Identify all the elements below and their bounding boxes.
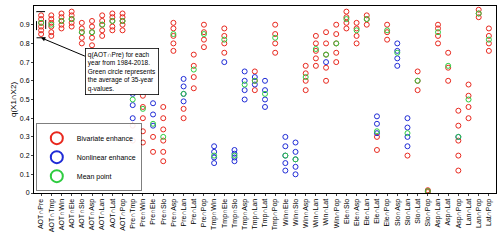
svg-text:Pre∩Ele: Pre∩Ele	[149, 199, 156, 225]
svg-text:0.4: 0.4	[20, 115, 30, 122]
svg-text:Lat∩Pop: Lat∩Pop	[485, 199, 493, 226]
svg-text:AOT∩Lan: AOT∩Lan	[98, 199, 105, 230]
svg-text:Win∩Lat: Win∩Lat	[322, 199, 329, 226]
svg-text:Pre∩Lan: Pre∩Lan	[180, 199, 187, 227]
svg-text:Tmp∩Asp: Tmp∩Asp	[241, 199, 249, 230]
svg-text:0.3: 0.3	[20, 133, 30, 140]
svg-text:Pre∩Pop: Pre∩Pop	[200, 199, 208, 227]
svg-text:AOT∩Slo: AOT∩Slo	[78, 199, 85, 229]
svg-text:Tmp∩Lat: Tmp∩Lat	[261, 199, 269, 228]
svg-text:Ele∩Lan: Ele∩Lan	[363, 199, 370, 226]
svg-text:Asp∩Lan: Asp∩Lan	[434, 199, 442, 228]
svg-text:Ele∩Pop: Ele∩Pop	[383, 199, 391, 227]
svg-text:Ele∩Slo: Ele∩Slo	[343, 199, 350, 224]
svg-text:0.1: 0.1	[20, 171, 30, 178]
svg-text:0.5: 0.5	[20, 96, 30, 103]
svg-text:0: 0	[26, 189, 30, 196]
svg-text:Slo∩Pop: Slo∩Pop	[424, 199, 432, 227]
svg-text:q(AOT∩Pre) for eachyear from 1: q(AOT∩Pre) for eachyear from 1984-2018.G…	[88, 51, 156, 93]
svg-text:q(X1∩X2): q(X1∩X2)	[9, 82, 18, 117]
svg-text:AOT∩Win: AOT∩Win	[58, 199, 65, 231]
svg-text:Lan∩Pop: Lan∩Pop	[475, 199, 483, 228]
svg-text:AOT∩Lat: AOT∩Lat	[109, 199, 116, 228]
svg-text:Asp∩Pop: Asp∩Pop	[455, 199, 463, 229]
svg-text:Pre∩Lat: Pre∩Lat	[190, 199, 197, 225]
svg-text:Slo∩Lat: Slo∩Lat	[414, 199, 421, 224]
svg-text:Tmp∩Lan: Tmp∩Lan	[251, 199, 259, 230]
svg-text:Tmp∩Pop: Tmp∩Pop	[271, 199, 279, 231]
svg-text:Asp∩Lat: Asp∩Lat	[444, 199, 452, 226]
svg-text:Slo∩Asp: Slo∩Asp	[394, 199, 402, 226]
svg-text:0.7: 0.7	[20, 59, 30, 66]
svg-text:Bivariate enhance: Bivariate enhance	[77, 135, 133, 142]
svg-text:Pre∩Tmp: Pre∩Tmp	[129, 199, 137, 229]
svg-text:Win∩Asp: Win∩Asp	[302, 199, 310, 228]
svg-text:AOT∩Pop: AOT∩Pop	[119, 199, 127, 231]
svg-text:0.6: 0.6	[20, 77, 30, 84]
svg-text:Tmp∩Win: Tmp∩Win	[210, 199, 218, 230]
svg-text:Win∩Ele: Win∩Ele	[282, 199, 289, 226]
svg-text:Win∩Slo: Win∩Slo	[292, 199, 299, 226]
svg-text:Pre∩Slo: Pre∩Slo	[160, 199, 167, 225]
svg-text:0.8: 0.8	[20, 40, 30, 47]
svg-text:0.9: 0.9	[20, 21, 30, 28]
svg-text:Nonlinear enhance: Nonlinear enhance	[77, 154, 136, 161]
svg-text:Ele∩Lat: Ele∩Lat	[373, 199, 380, 224]
svg-text:Tmp∩Slo: Tmp∩Slo	[231, 199, 239, 228]
svg-text:Tmp∩Ele: Tmp∩Ele	[221, 199, 229, 228]
svg-text:Lan∩Lat: Lan∩Lat	[465, 199, 472, 225]
svg-text:AOT∩Pre: AOT∩Pre	[37, 199, 44, 229]
svg-text:Win∩Lan: Win∩Lan	[312, 199, 319, 228]
svg-text:Pre∩Win: Pre∩Win	[139, 199, 146, 227]
svg-text:AOT∩Ele: AOT∩Ele	[68, 199, 75, 229]
svg-text:Ele∩Asp: Ele∩Asp	[353, 199, 361, 226]
svg-text:Slo∩Lan: Slo∩Lan	[404, 199, 411, 226]
svg-text:Win∩Pop: Win∩Pop	[333, 199, 341, 229]
svg-text:0.2: 0.2	[20, 152, 30, 159]
svg-text:Pre∩Asp: Pre∩Asp	[170, 199, 178, 227]
svg-text:Mean point: Mean point	[77, 173, 112, 181]
svg-text:AOT∩Asp: AOT∩Asp	[88, 199, 96, 231]
svg-text:AOT∩Tmp: AOT∩Tmp	[48, 199, 56, 233]
